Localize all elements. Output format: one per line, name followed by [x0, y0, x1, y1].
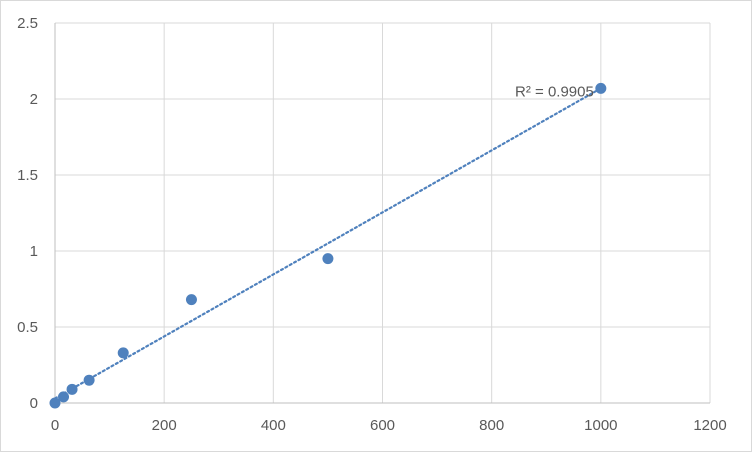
data-point [58, 391, 70, 403]
trendline-group [53, 87, 602, 400]
y-tick-label: 2.5 [17, 15, 38, 32]
trendline [53, 87, 602, 400]
data-point [66, 383, 78, 395]
x-tick-label: 800 [479, 417, 504, 434]
x-tick-label: 400 [261, 417, 286, 434]
x-tick-label: 600 [370, 417, 395, 434]
annotations: R² = 0.9905 [515, 83, 594, 100]
data-point [117, 347, 129, 359]
x-tick-label: 200 [152, 417, 177, 434]
data-point [595, 82, 607, 94]
x-tick-label: 0 [51, 417, 59, 434]
y-tick-label: 1 [30, 243, 38, 260]
r-squared-label: R² = 0.9905 [515, 83, 594, 100]
data-point [185, 294, 197, 306]
y-tick-label: 0 [30, 395, 38, 412]
y-tick-label: 2 [30, 91, 38, 108]
y-axis-tick-labels: 0 0.5 1 1.5 2 2.5 [17, 15, 38, 412]
axes [54, 23, 710, 404]
data-point [49, 397, 61, 409]
data-point [83, 374, 95, 386]
data-point [322, 253, 334, 265]
data-points [49, 82, 607, 409]
x-axis-tick-labels: 0 200 400 600 800 1000 1200 [51, 417, 727, 434]
x-tick-label: 1200 [693, 417, 726, 434]
y-tick-label: 1.5 [17, 167, 38, 184]
y-tick-label: 0.5 [17, 319, 38, 336]
x-tick-label: 1000 [584, 417, 617, 434]
